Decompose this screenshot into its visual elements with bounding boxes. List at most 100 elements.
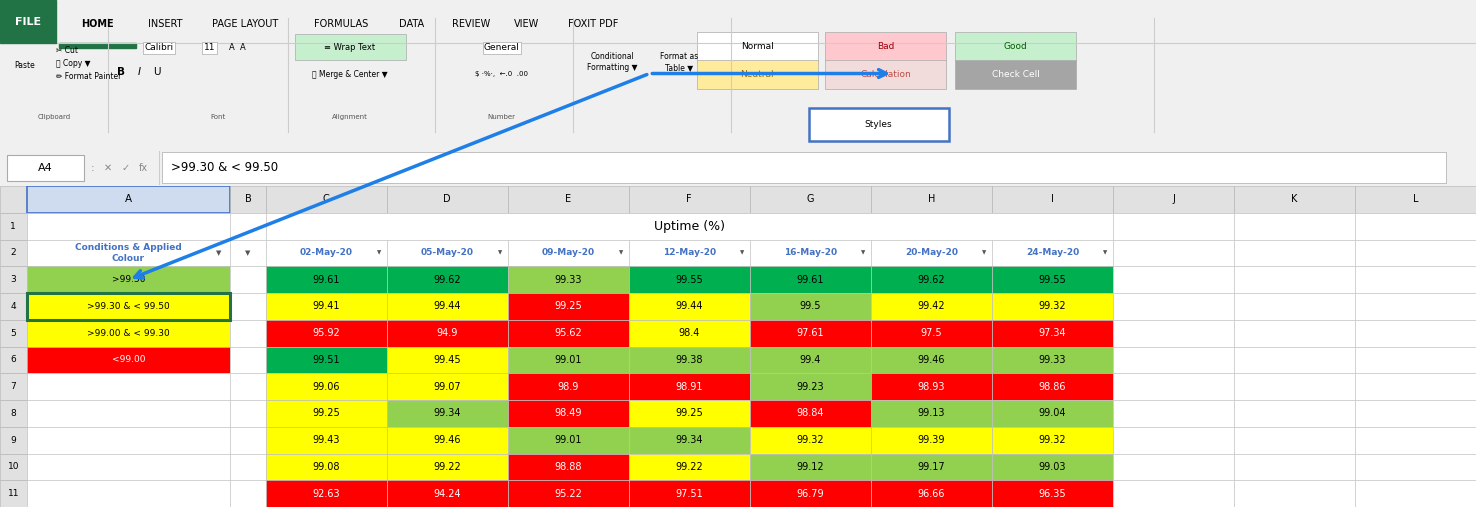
Bar (27, 480, 230, 507)
Text: 99.5: 99.5 (800, 302, 821, 311)
Bar (992, 400, 1113, 427)
Bar (387, 453, 508, 480)
Text: 99.41: 99.41 (313, 302, 339, 311)
Text: Clipboard: Clipboard (38, 114, 71, 120)
Bar (1234, 186, 1355, 213)
Bar (0, 400, 27, 427)
Bar (1234, 373, 1355, 400)
Bar (629, 186, 750, 213)
Bar (1234, 347, 1355, 373)
Text: 99.33: 99.33 (1039, 355, 1066, 365)
Text: 99.46: 99.46 (918, 355, 945, 365)
Bar (750, 480, 871, 507)
Text: 99.07: 99.07 (434, 382, 461, 391)
Bar (387, 266, 508, 293)
Bar (1234, 320, 1355, 347)
Text: 99.23: 99.23 (797, 382, 824, 391)
Text: Font: Font (211, 114, 226, 120)
Bar (266, 373, 387, 400)
Bar (992, 239, 1113, 266)
Text: Calibri: Calibri (145, 44, 174, 52)
Bar (1113, 266, 1234, 293)
Text: Good: Good (1004, 42, 1027, 51)
Text: 98.4: 98.4 (679, 328, 700, 338)
Bar (0, 213, 27, 240)
Bar (629, 239, 750, 266)
Bar (992, 266, 1113, 293)
Text: 10: 10 (7, 462, 19, 472)
Text: 99.51: 99.51 (313, 355, 339, 365)
Bar (230, 266, 266, 293)
Bar (266, 453, 387, 480)
Text: 96.79: 96.79 (797, 489, 824, 498)
Text: A: A (125, 195, 131, 204)
Bar (750, 320, 871, 347)
Text: 98.88: 98.88 (555, 462, 582, 472)
Text: 11: 11 (204, 44, 215, 52)
Text: 99.34: 99.34 (676, 435, 703, 445)
Text: 97.5: 97.5 (921, 328, 942, 338)
Bar (629, 400, 750, 427)
Bar (1234, 400, 1355, 427)
Text: Conditions & Applied
Colour: Conditions & Applied Colour (75, 243, 182, 263)
Bar (629, 373, 750, 400)
Bar (1113, 347, 1234, 373)
Bar (0, 347, 27, 373)
Text: 96.35: 96.35 (1039, 489, 1066, 498)
Text: 98.49: 98.49 (555, 409, 582, 418)
Text: 98.9: 98.9 (558, 382, 579, 391)
Bar (1355, 293, 1476, 320)
Bar (1355, 186, 1476, 213)
Text: ▼: ▼ (497, 250, 502, 256)
Text: 99.44: 99.44 (434, 302, 461, 311)
Text: C: C (323, 195, 329, 204)
Text: 98.93: 98.93 (918, 382, 945, 391)
Bar (871, 347, 992, 373)
Bar (387, 239, 508, 266)
Bar (992, 480, 1113, 507)
Bar (508, 320, 629, 347)
Bar (871, 266, 992, 293)
Text: 99.33: 99.33 (555, 275, 582, 284)
Bar (0, 186, 27, 213)
Text: 98.86: 98.86 (1039, 382, 1066, 391)
Bar (266, 213, 1113, 240)
Bar (992, 427, 1113, 453)
Bar (1113, 293, 1234, 320)
Text: A4: A4 (38, 163, 53, 173)
Text: 97.61: 97.61 (797, 328, 824, 338)
Text: 6: 6 (10, 355, 16, 365)
Bar (1113, 400, 1234, 427)
Bar (266, 293, 387, 320)
Bar (27, 293, 230, 320)
Text: 7: 7 (10, 382, 16, 391)
Text: >99.30 & < 99.50: >99.30 & < 99.50 (87, 302, 170, 311)
Bar (1234, 266, 1355, 293)
Bar (1113, 373, 1234, 400)
Bar (1234, 213, 1355, 240)
Text: Number: Number (489, 114, 515, 120)
Text: 99.4: 99.4 (800, 355, 821, 365)
Text: 99.06: 99.06 (313, 382, 339, 391)
Text: G: G (806, 195, 815, 204)
Bar (1355, 373, 1476, 400)
Bar (1355, 347, 1476, 373)
Text: ▼: ▼ (245, 250, 251, 256)
Bar (508, 239, 629, 266)
Text: 99.25: 99.25 (676, 409, 703, 418)
Text: 99.61: 99.61 (797, 275, 824, 284)
Bar (1113, 186, 1234, 213)
Bar (697, 32, 818, 61)
Text: ≡ Wrap Text: ≡ Wrap Text (325, 43, 375, 52)
Bar (629, 453, 750, 480)
Text: E: E (565, 195, 571, 204)
Text: Check Cell: Check Cell (992, 70, 1039, 79)
Text: 4: 4 (10, 302, 16, 311)
Bar (27, 239, 230, 266)
Text: 99.03: 99.03 (1039, 462, 1066, 472)
Text: 94.24: 94.24 (434, 489, 461, 498)
Bar (230, 239, 266, 266)
Text: 99.43: 99.43 (313, 435, 339, 445)
Bar (992, 293, 1113, 320)
Text: L: L (1413, 195, 1418, 204)
